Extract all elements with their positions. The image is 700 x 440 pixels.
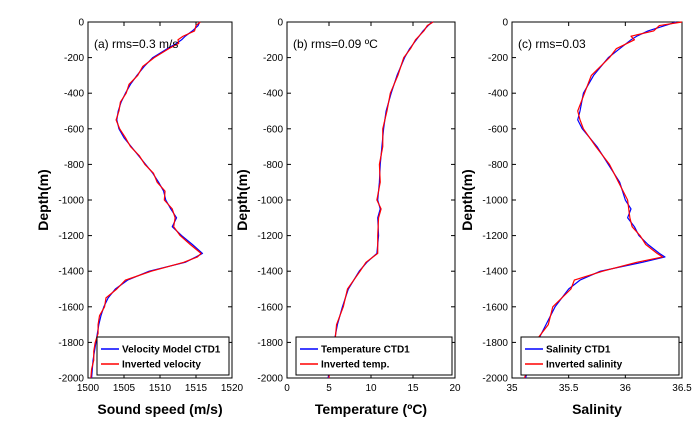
panel-c-axes-box	[511, 21, 683, 379]
panel-b-y-tick-label: -800	[263, 160, 283, 171]
panel-b-series-1	[328, 21, 434, 379]
panel-a-annotation: (a) rms=0.3 m/s	[94, 37, 178, 51]
panel-a-legend-label-0: Velocity Model CTD1	[122, 345, 221, 356]
panel-c-x-tick-label: 36	[620, 383, 632, 394]
panel-c: 35 35.5 36 36.5 0 -200 -400 -600 -800 -1000 -1200 -…	[459, 18, 692, 418]
panel-b-legend-label-0: Temperature CTD1	[321, 345, 410, 356]
panel-a-legend-box	[96, 336, 230, 376]
panel-a-y-tick-label: -2000	[58, 374, 84, 385]
panel-c-y-tick-label: -600	[488, 124, 508, 135]
panel-b-legend-box	[295, 336, 453, 376]
panel-a-y-tick-label: -1600	[58, 302, 84, 313]
panel-c-y-axis-label: Depth(m)	[459, 169, 475, 230]
panel-a-y-axis-label: Depth(m)	[35, 169, 51, 230]
panel-a-y-tick-label: 0	[78, 18, 84, 29]
panel-b: 0 5 10 15 20 0 -200 -400 -600 -800 -1000 -1200 -1400…	[234, 18, 461, 418]
panel-c-y-tick-label: -1200	[482, 231, 508, 242]
panel-b-y-tick-label: -1200	[257, 231, 283, 242]
panel-b-x-tick-label: 20	[449, 383, 461, 394]
panel-c-y-tick-label: -800	[488, 160, 508, 171]
panel-a-series-1	[90, 21, 202, 379]
panel-c-y-tick-label: -1800	[482, 338, 508, 349]
panel-c-y-tick-label: -400	[488, 89, 508, 100]
panel-a: 1500 1505 1510 1515 1520 0 -200 -400 -600 -800 -10…	[35, 18, 244, 418]
panel-b-x-tick-label: 10	[365, 383, 377, 394]
panel-a-y-tick-label: -1000	[58, 196, 84, 207]
panel-a-x-axis-label: Sound speed (m/s)	[97, 401, 222, 417]
panel-a-y-tick-label: -1400	[58, 267, 84, 278]
panel-b-y-tick-label: -1800	[257, 338, 283, 349]
panel-c-series-1	[523, 21, 683, 379]
panel-c-y-tick-label: -1400	[482, 267, 508, 278]
panel-a-y-tick-label: -1800	[58, 338, 84, 349]
panel-b-x-axis-label: Temperature (ºC)	[315, 401, 427, 417]
panel-b-y-tick-label: -1600	[257, 302, 283, 313]
panel-b-y-tick-label: -1400	[257, 267, 283, 278]
panel-a-y-tick-label: -400	[64, 89, 84, 100]
panel-b-legend: Temperature CTD1 Inverted temp.	[295, 336, 453, 376]
panel-c-y-tick-label: 0	[502, 18, 508, 29]
panel-b-y-axis-label: Depth(m)	[234, 169, 250, 230]
panel-b-y-tick-label: -200	[263, 53, 283, 64]
panel-c-y-tick-label: -2000	[482, 374, 508, 385]
panel-a-y-tick-label: -800	[64, 160, 84, 171]
panel-c-x-tick-label: 35	[506, 383, 518, 394]
panel-a-series-0	[91, 21, 204, 379]
panel-c-x-tick-label: 35.5	[559, 383, 579, 394]
panel-c-legend: Salinity CTD1 Inverted salinity	[520, 336, 680, 376]
panel-c-x-tick-label: 36.5	[672, 383, 692, 394]
panel-a-x-tick-label: 1515	[185, 383, 208, 394]
panel-a-axes-box	[87, 21, 233, 379]
panel-b-annotation: (b) rms=0.09 ºC	[293, 37, 378, 51]
panel-a-x-tick-label: 1520	[221, 383, 244, 394]
panel-a-x-tick-label: 1500	[77, 383, 100, 394]
panel-c-legend-box	[520, 336, 680, 376]
panel-c-y-tick-label: -1600	[482, 302, 508, 313]
panel-c-y-tick-label: -200	[488, 53, 508, 64]
panel-b-x-tick-label: 5	[326, 383, 332, 394]
panel-a-y-tick-label: -600	[64, 124, 84, 135]
panel-c-legend-label-0: Salinity CTD1	[546, 345, 611, 356]
panel-b-y-tick-label: -600	[263, 124, 283, 135]
panel-b-y-tick-label: -400	[263, 89, 283, 100]
panel-a-x-tick-label: 1510	[149, 383, 172, 394]
panel-c-x-axis-label: Salinity	[572, 401, 622, 417]
panel-c-annotation: (c) rms=0.03	[518, 37, 586, 51]
panel-a-y-tick-label: -1200	[58, 231, 84, 242]
panel-b-axes-box	[286, 21, 456, 379]
panel-a-legend: Velocity Model CTD1 Inverted velocity	[96, 336, 230, 376]
panel-c-y-tick-label: -1000	[482, 196, 508, 207]
panel-a-y-tick-label: -200	[64, 53, 84, 64]
panel-b-y-tick-label: 0	[277, 18, 283, 29]
panel-b-x-tick-label: 0	[284, 383, 290, 394]
panel-c-legend-label-1: Inverted salinity	[546, 360, 623, 371]
panel-b-x-tick-label: 15	[407, 383, 419, 394]
panel-a-legend-label-1: Inverted velocity	[122, 360, 201, 371]
panel-b-y-tick-label: -2000	[257, 374, 283, 385]
panel-b-legend-label-1: Inverted temp.	[321, 360, 390, 371]
panel-b-y-tick-label: -1000	[257, 196, 283, 207]
panel-a-x-tick-label: 1505	[113, 383, 136, 394]
panel-b-series-0	[327, 21, 433, 379]
